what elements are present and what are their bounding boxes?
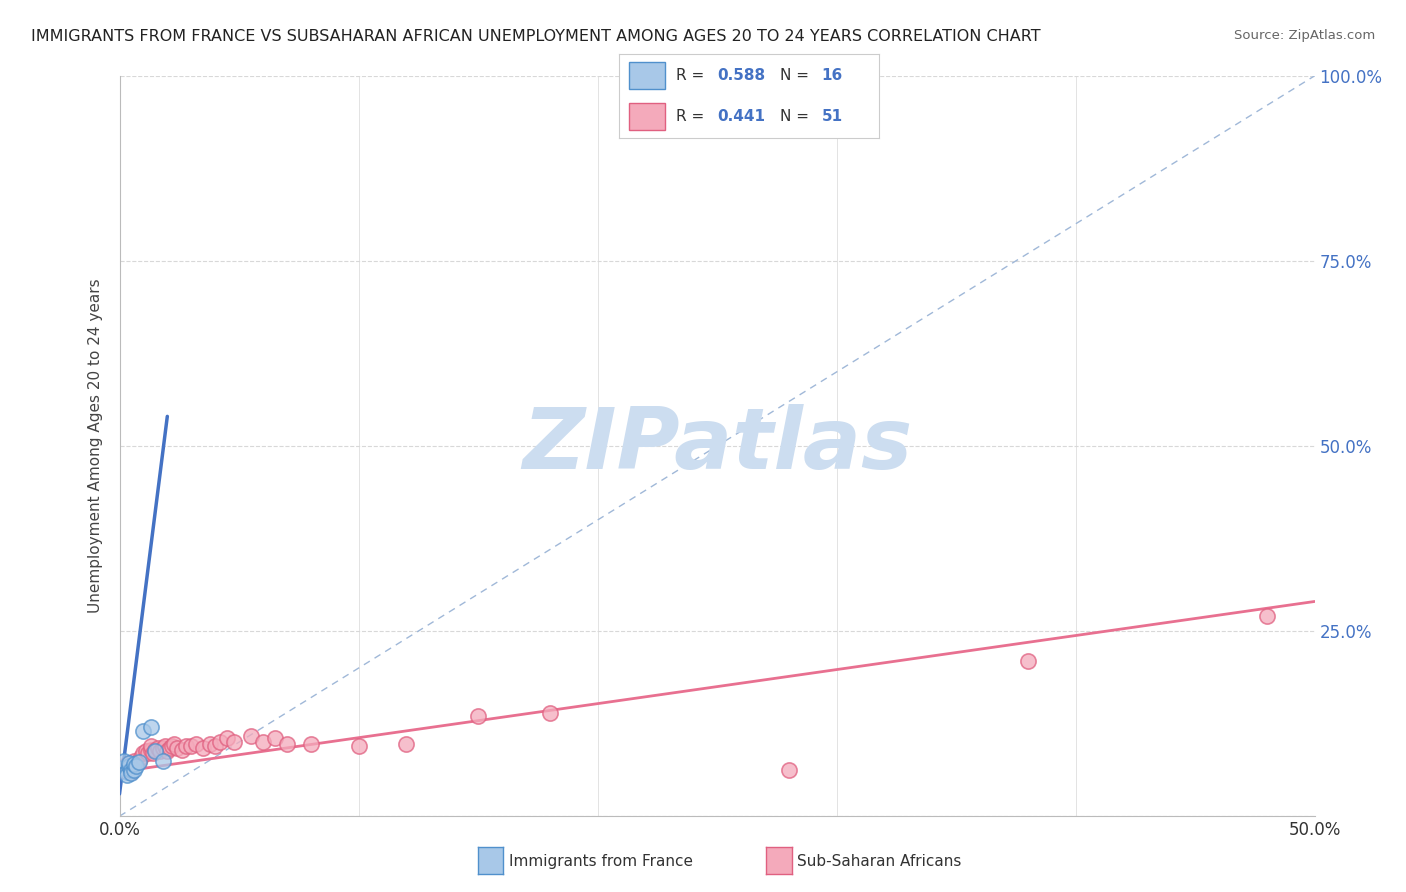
Point xyxy=(180,739,202,753)
Text: ZIPatlas: ZIPatlas xyxy=(522,404,912,488)
Point xyxy=(149,744,172,758)
Point xyxy=(152,754,174,768)
Point xyxy=(115,757,138,772)
Point xyxy=(112,761,135,775)
Point xyxy=(139,739,162,753)
Point xyxy=(208,735,231,749)
Point xyxy=(159,741,181,756)
Point xyxy=(121,761,143,775)
Point xyxy=(1017,654,1039,668)
Point xyxy=(204,739,226,753)
Point xyxy=(136,746,159,760)
Point xyxy=(176,739,198,753)
Point xyxy=(264,731,287,746)
Point xyxy=(122,757,145,772)
Text: N =: N = xyxy=(780,68,814,83)
Point xyxy=(142,746,165,760)
Point xyxy=(111,763,134,777)
Text: 51: 51 xyxy=(821,109,842,124)
Point xyxy=(128,755,150,769)
Point xyxy=(538,706,561,720)
Point xyxy=(191,741,215,756)
Point xyxy=(139,742,162,756)
Point xyxy=(121,764,143,779)
Text: Immigrants from France: Immigrants from France xyxy=(509,855,693,869)
Point xyxy=(200,737,222,751)
Point xyxy=(156,744,179,758)
Text: IMMIGRANTS FROM FRANCE VS SUBSAHARAN AFRICAN UNEMPLOYMENT AMONG AGES 20 TO 24 YE: IMMIGRANTS FROM FRANCE VS SUBSAHARAN AFR… xyxy=(31,29,1040,44)
Point xyxy=(121,766,143,780)
Point xyxy=(132,724,155,739)
Point xyxy=(170,742,193,756)
Point xyxy=(1256,609,1278,624)
Point xyxy=(118,759,141,773)
Point xyxy=(778,764,800,778)
Text: Sub-Saharan Africans: Sub-Saharan Africans xyxy=(797,855,962,869)
Point xyxy=(217,731,239,746)
Point xyxy=(252,735,274,749)
Point xyxy=(224,735,246,749)
Point xyxy=(152,741,174,756)
Y-axis label: Unemployment Among Ages 20 to 24 years: Unemployment Among Ages 20 to 24 years xyxy=(87,278,103,614)
Point xyxy=(125,759,148,773)
Point xyxy=(160,739,183,753)
Point xyxy=(115,764,138,779)
Point xyxy=(299,737,322,751)
Point xyxy=(115,768,138,782)
Point xyxy=(146,741,169,756)
Text: Source: ZipAtlas.com: Source: ZipAtlas.com xyxy=(1234,29,1375,42)
Point xyxy=(128,754,150,768)
Point xyxy=(145,744,166,758)
Point xyxy=(125,756,148,770)
Point xyxy=(163,737,186,751)
Point xyxy=(122,754,145,768)
Text: 0.588: 0.588 xyxy=(717,68,766,83)
Point xyxy=(118,759,141,773)
Text: R =: R = xyxy=(676,109,709,124)
Point xyxy=(139,720,162,734)
Point xyxy=(122,757,145,772)
Point xyxy=(132,746,155,760)
Point xyxy=(112,754,135,768)
Point xyxy=(115,759,138,773)
Text: 0.441: 0.441 xyxy=(717,109,765,124)
Point xyxy=(129,750,152,764)
Point xyxy=(467,709,489,723)
Bar xyxy=(628,103,665,130)
Text: R =: R = xyxy=(676,68,709,83)
Point xyxy=(111,761,134,775)
Point xyxy=(347,739,370,753)
Point xyxy=(184,737,207,751)
Point xyxy=(166,741,188,756)
Point xyxy=(276,737,298,751)
Point xyxy=(153,739,176,753)
Point xyxy=(121,764,143,778)
Point xyxy=(239,729,263,743)
Point xyxy=(135,744,157,758)
Point xyxy=(118,756,141,770)
Point xyxy=(118,756,141,770)
Point xyxy=(395,737,418,751)
Point xyxy=(122,763,145,777)
Bar xyxy=(628,62,665,89)
Text: 16: 16 xyxy=(821,68,842,83)
Point xyxy=(145,742,166,756)
Text: N =: N = xyxy=(780,109,814,124)
